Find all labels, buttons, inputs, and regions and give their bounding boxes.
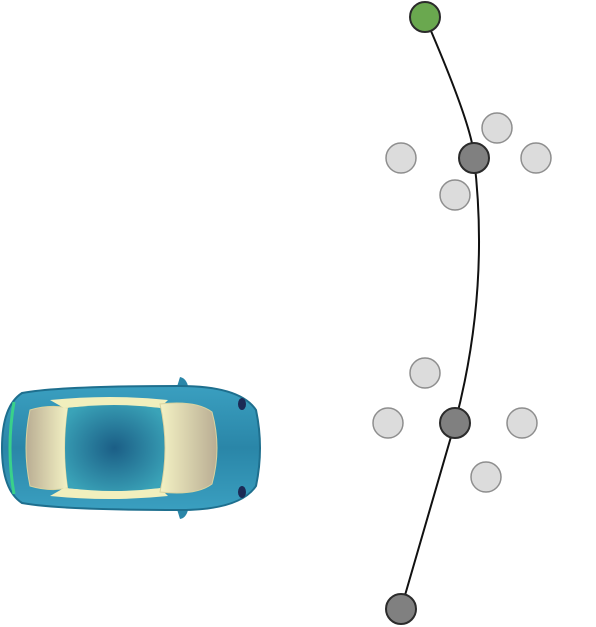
car-roof [65, 405, 164, 491]
candidate-node [470, 461, 502, 493]
car-headlight-left [238, 398, 246, 410]
candidate-node [372, 407, 404, 439]
car-windshield [159, 402, 218, 494]
trajectory-path [400, 16, 480, 610]
waypoint-node-lower [439, 407, 471, 439]
car-rear-light [8, 401, 16, 495]
end-node [385, 593, 417, 625]
candidate-node [439, 179, 471, 211]
car-side-window-top [50, 397, 168, 408]
car-topdown-icon [0, 377, 261, 519]
car-rear-window [25, 405, 69, 491]
candidate-node [409, 357, 441, 389]
candidate-node [481, 112, 513, 144]
car-side-window-bottom [50, 488, 168, 499]
car-headlight-right [238, 486, 246, 498]
candidate-node [520, 142, 552, 174]
candidate-node [506, 407, 538, 439]
waypoint-node-upper [458, 142, 490, 174]
start-node [409, 1, 441, 33]
candidate-node [385, 142, 417, 174]
